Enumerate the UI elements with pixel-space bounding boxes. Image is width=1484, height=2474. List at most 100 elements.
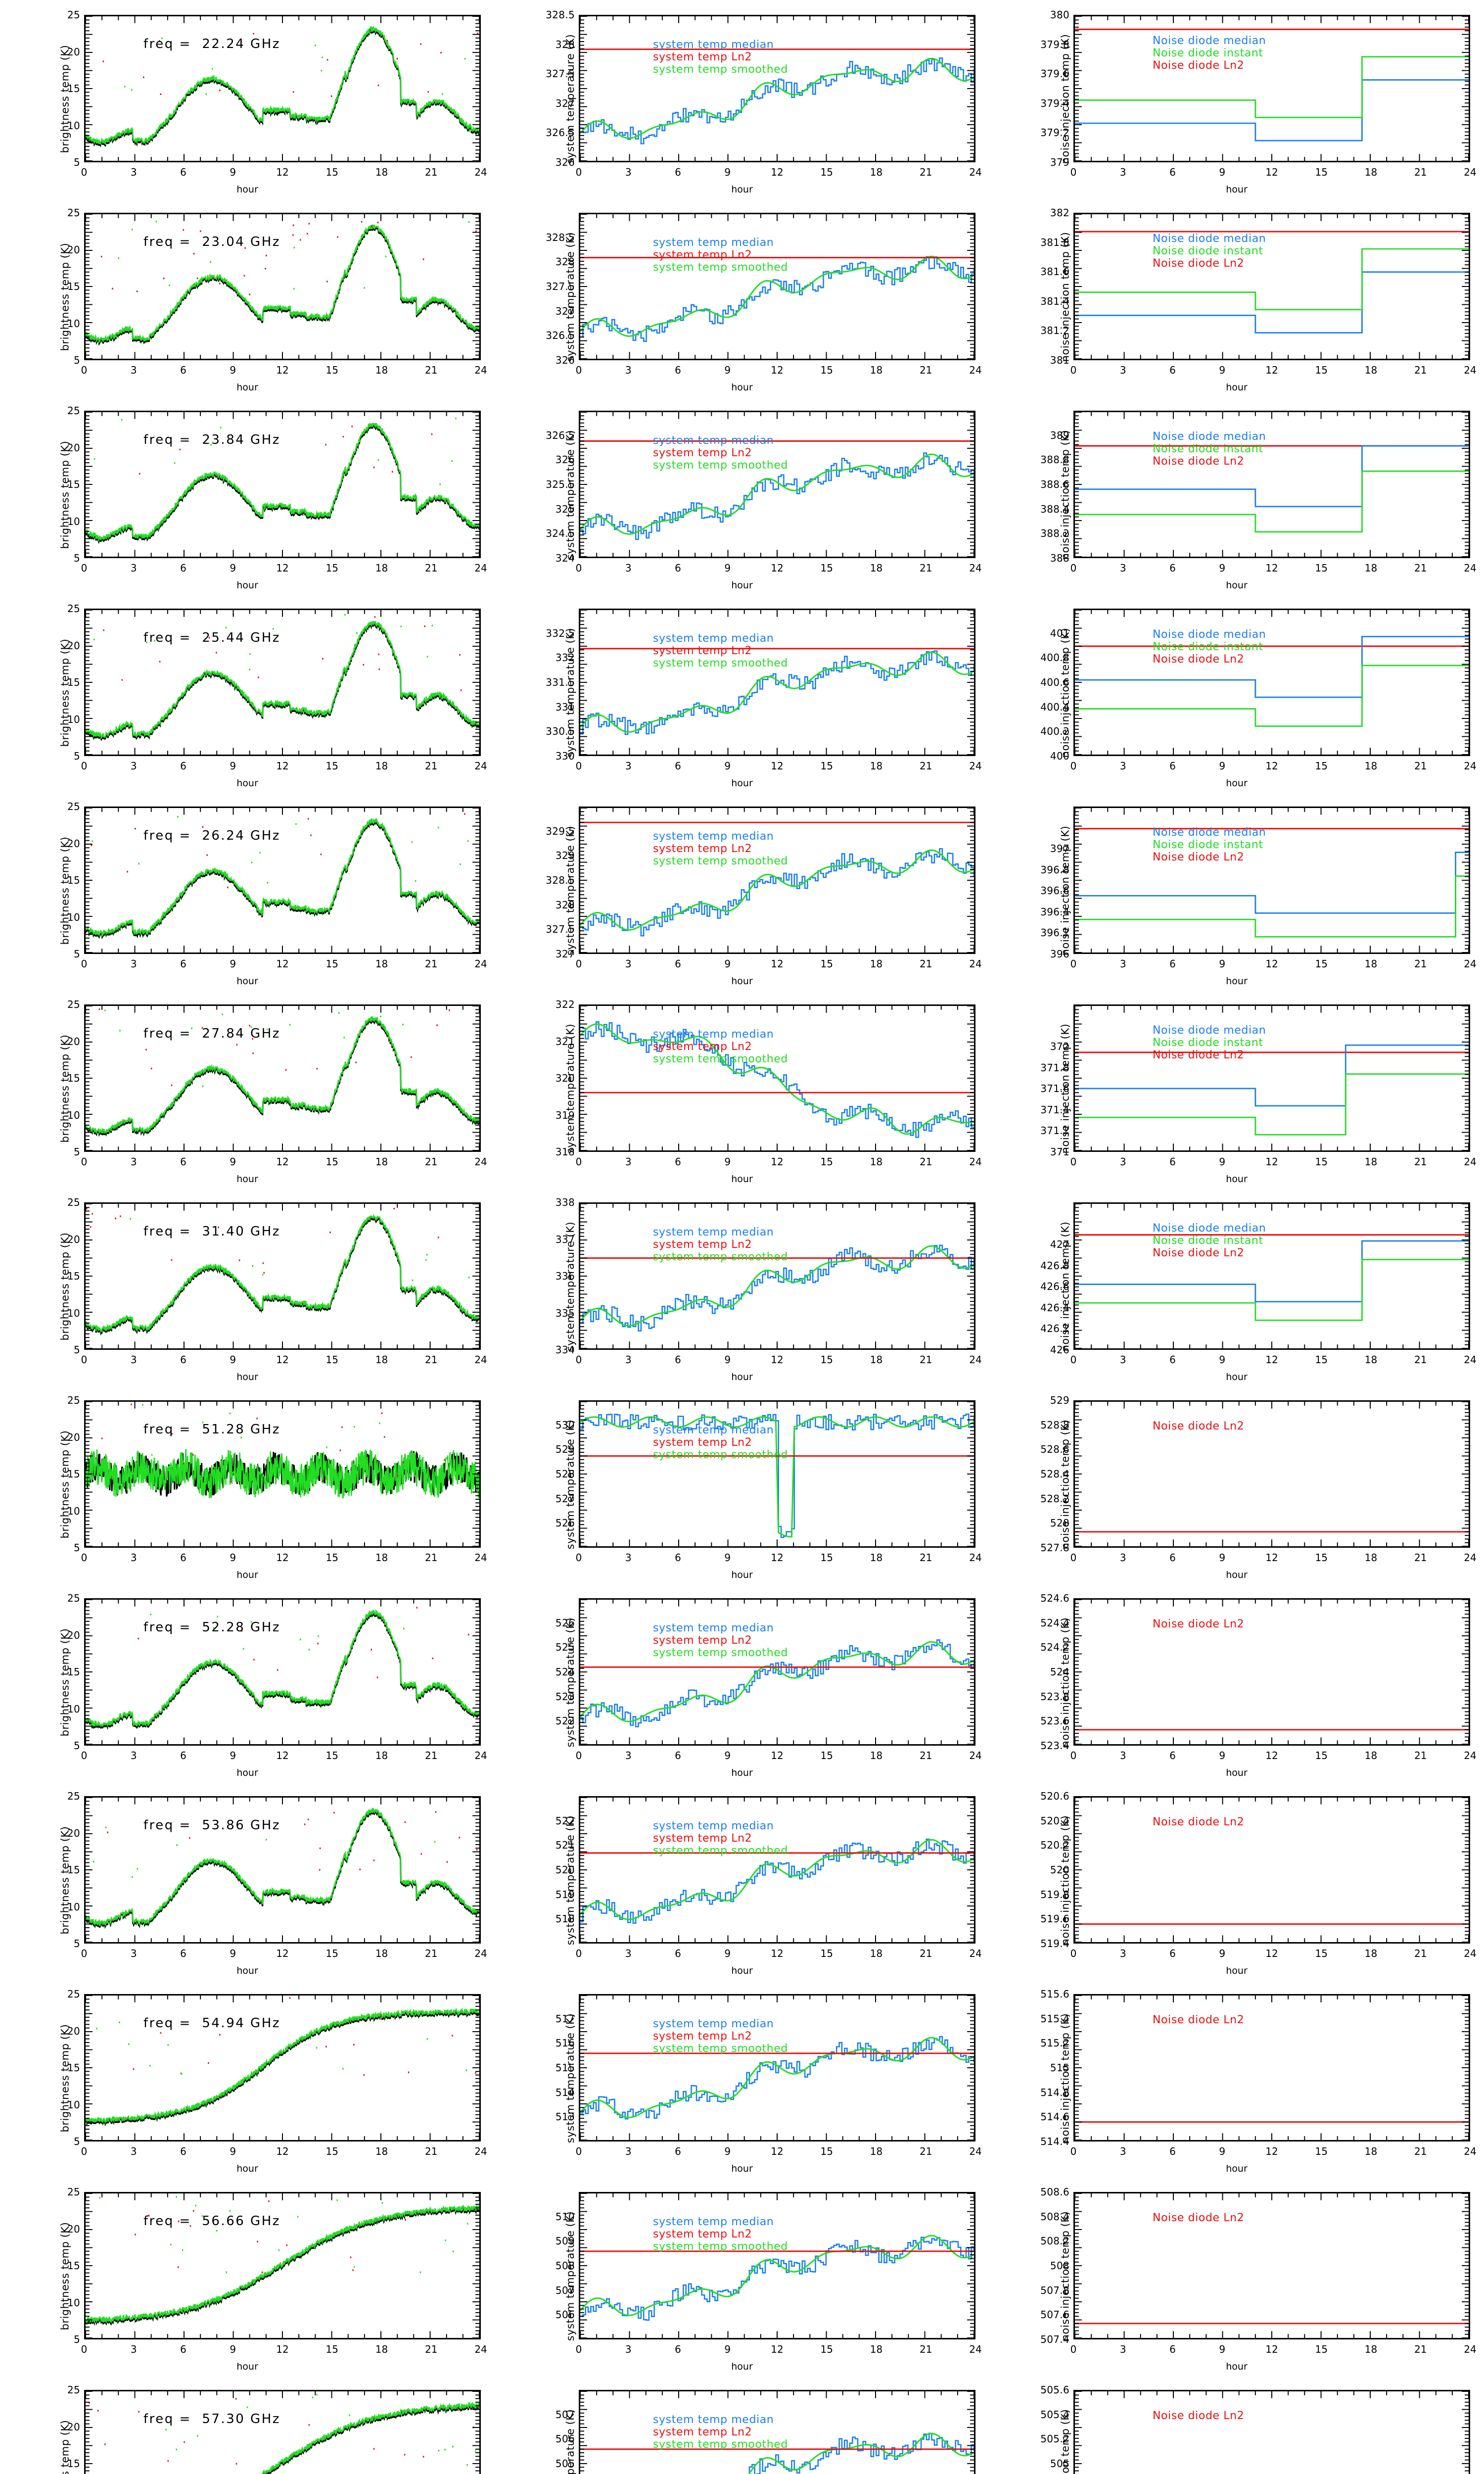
right-ytick: 397 <box>1050 843 1069 855</box>
panel-noise-injection-temperature: noise injection temp (K) 400 400.2 400.4 400… <box>989 594 1484 792</box>
right-xlabel: hour <box>1226 1965 1248 1976</box>
panel-brightness-temperature: brightness temp (K) 5 10 15 20 25 freq = 31.40… <box>0 1188 495 1385</box>
mid-ytick: 526 <box>555 1517 575 1529</box>
panel-brightness-temperature: brightness temp (K) 5 10 15 20 25 freq = 22.24… <box>0 0 495 198</box>
right-xtick: 18 <box>1364 1354 1378 1366</box>
right-xtick: 15 <box>1315 2145 1328 2157</box>
left-xtick: 18 <box>375 1750 388 1761</box>
legend-noise-diode: Noise diode Ln2 <box>1153 1618 1244 1630</box>
mid-xtick: 21 <box>920 166 932 178</box>
mid-xtick: 18 <box>870 1750 883 1761</box>
left-xtick: 0 <box>81 1354 88 1366</box>
mid-xtick: 15 <box>820 1948 833 1959</box>
right-xtick: 21 <box>1414 2145 1427 2157</box>
left-xtick: 21 <box>425 958 438 970</box>
right-ytick: 372 <box>1050 1041 1069 1053</box>
legend-noise-diode: Noise diode median Noise diode instant Noi… <box>1153 35 1266 72</box>
right-ytick: 508.4 <box>1040 2210 1069 2223</box>
mid-xtick: 6 <box>675 364 681 376</box>
left-xtick: 24 <box>474 562 487 574</box>
left-xtick: 3 <box>130 2145 137 2157</box>
mid-xtick: 0 <box>575 562 582 574</box>
legend-system-temp: system temp median system temp Ln2 system … <box>653 632 788 669</box>
mid-xtick: 24 <box>969 1354 982 1366</box>
right-ytick: 388.8 <box>1040 454 1069 466</box>
mid-ytick: 327.5 <box>546 923 575 936</box>
legend-item-system-1: system temp Ln2 <box>653 645 752 658</box>
right-xtick: 0 <box>1070 760 1077 772</box>
mid-ytick: 328.5 <box>546 874 575 886</box>
left-xtick: 15 <box>325 2343 338 2355</box>
mid-xtick: 6 <box>675 1354 681 1366</box>
legend-item-system-1: system temp Ln2 <box>653 1041 752 1053</box>
mid-xtick: 3 <box>625 760 632 772</box>
legend-system-temp: system temp median system temp Ln2 system … <box>653 434 788 472</box>
right-xtick: 18 <box>1364 1948 1378 1959</box>
legend-item-system-1: system temp Ln2 <box>653 1436 752 1449</box>
right-ytick: 396.2 <box>1040 927 1069 939</box>
freq-label: freq = 22.24 GHz <box>143 37 280 51</box>
mid-xtick: 9 <box>724 2343 731 2355</box>
right-xtick-wrap: 0 3 6 9 12 15 18 21 24 <box>1070 958 1477 975</box>
left-axes <box>84 15 481 162</box>
left-ytick: 10 <box>67 1901 80 1913</box>
left-xtick: 0 <box>81 562 88 574</box>
left-ytick: 20 <box>67 837 80 850</box>
left-axes <box>84 2192 481 2339</box>
legend-system-temp: system temp median system temp Ln2 system … <box>653 830 788 867</box>
mid-xlabel: hour <box>731 2163 753 2174</box>
left-xtick: 24 <box>474 1354 487 1366</box>
right-xtick: 15 <box>1315 1948 1328 1959</box>
legend-item-noise-1: Noise diode instant <box>1153 1037 1263 1049</box>
right-xtick: 9 <box>1219 760 1226 772</box>
right-xtick: 9 <box>1219 166 1226 178</box>
legend-item-system-0: system temp median <box>653 2414 774 2426</box>
left-axes <box>84 411 481 558</box>
mid-ytick: 516 <box>555 2037 575 2049</box>
right-xtick: 3 <box>1119 1750 1126 1761</box>
mid-ytick: 337 <box>555 1233 575 1245</box>
right-ytick: 524.2 <box>1040 1641 1069 1654</box>
right-ytick: 396.8 <box>1040 863 1069 876</box>
right-ytick: 388.6 <box>1040 478 1069 490</box>
left-xtick: 21 <box>425 2343 438 2355</box>
mid-xtick: 12 <box>771 2343 784 2355</box>
mid-xtick-wrap: 0 3 6 9 12 15 18 21 24 <box>576 1354 982 1371</box>
left-ytick: 20 <box>67 1035 80 1047</box>
mid-xtick-wrap: 0 3 6 9 12 15 18 21 24 <box>576 1552 982 1569</box>
right-xtick: 15 <box>1315 1354 1328 1366</box>
right-ytick: 426.6 <box>1040 1281 1069 1293</box>
right-xtick: 24 <box>1464 1948 1477 1959</box>
right-xtick: 24 <box>1464 1354 1477 1366</box>
legend-item-noise-2: Noise diode Ln2 <box>1153 59 1245 72</box>
left-ytick: 5 <box>73 354 80 366</box>
right-xtick: 12 <box>1265 562 1278 574</box>
mid-ytick-wrap: 330 330.5 331 331.5 332 332.5 <box>495 609 575 762</box>
mid-xtick-wrap: 0 3 6 9 12 15 18 21 24 <box>576 2145 982 2162</box>
right-ytick: 508.6 <box>1040 2186 1069 2198</box>
left-xtick: 15 <box>325 1750 338 1761</box>
right-xtick: 15 <box>1315 958 1328 970</box>
left-ytick: 5 <box>73 750 80 762</box>
left-xtick: 9 <box>230 760 236 772</box>
left-xtick: 6 <box>180 1354 186 1366</box>
legend-noise-diode: Noise diode Ln2 <box>1153 2410 1244 2422</box>
freq-label: freq = 53.86 GHz <box>143 1818 280 1833</box>
mid-xtick-wrap: 0 3 6 9 12 15 18 21 24 <box>576 958 982 975</box>
panel-system-temperature: system temperature (K) 526 527 528 529 530 sys… <box>495 1385 989 1583</box>
mid-xtick: 24 <box>969 2343 982 2355</box>
mid-axes <box>579 1994 975 2141</box>
left-xtick: 3 <box>130 1354 137 1366</box>
mid-xtick: 6 <box>675 2343 681 2355</box>
legend-item-noise-0: Noise diode Ln2 <box>1153 1420 1245 1432</box>
legend-item-noise-0: Noise diode median <box>1153 1222 1266 1235</box>
legend-system-temp: system temp median system temp Ln2 system … <box>653 1622 788 1659</box>
mid-axes <box>579 15 975 162</box>
right-axes <box>1073 411 1470 558</box>
mid-xtick-wrap: 0 3 6 9 12 15 18 21 24 <box>576 166 982 183</box>
left-ytick: 25 <box>67 1196 80 1208</box>
legend-item-system-2: system temp smoothed <box>653 1251 788 1264</box>
